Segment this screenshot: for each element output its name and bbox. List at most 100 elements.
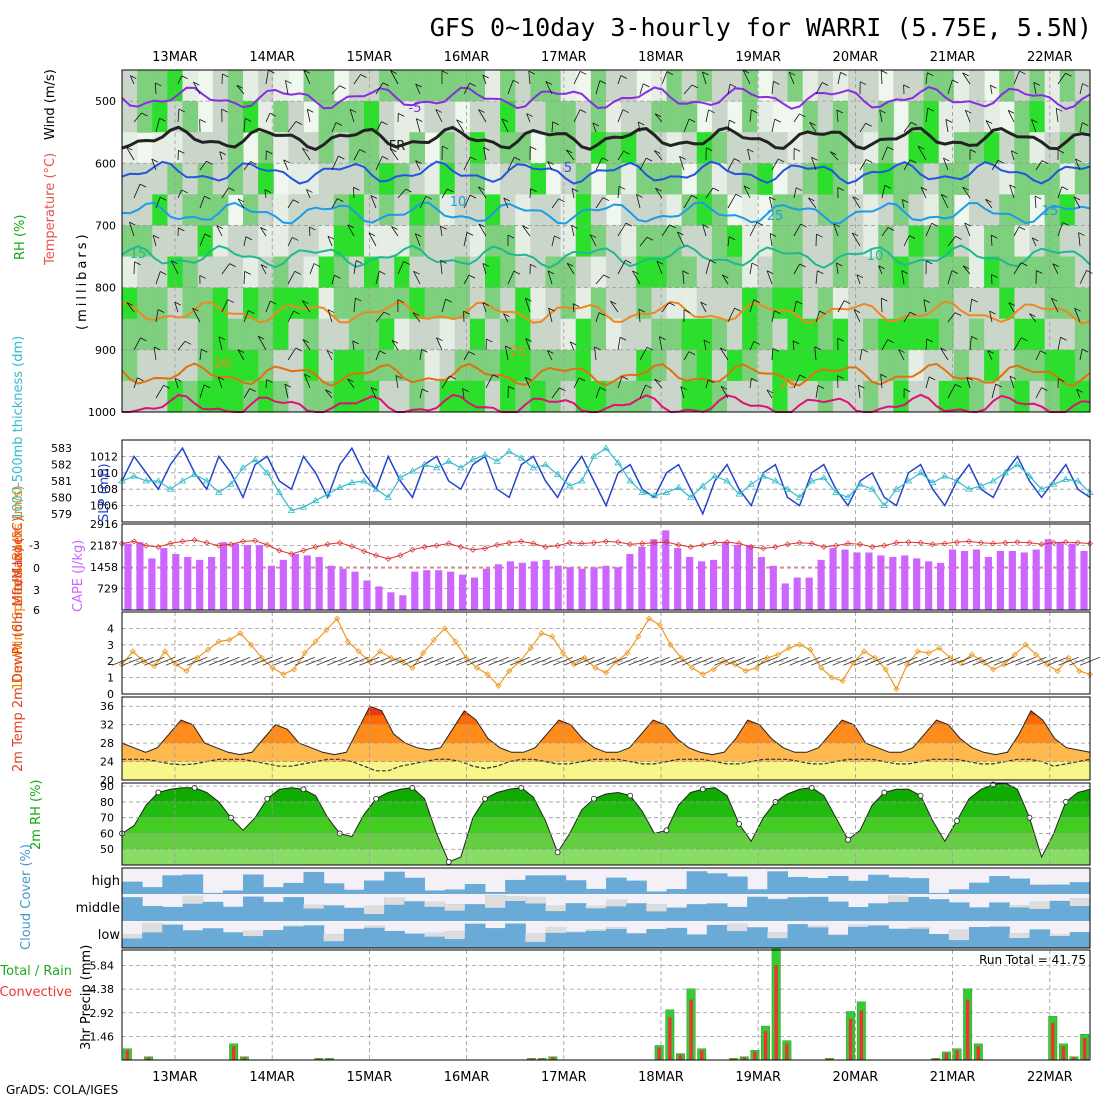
wind-barb <box>507 270 521 285</box>
wind-barb <box>837 187 844 199</box>
li-point <box>191 537 198 543</box>
li-point <box>131 538 138 545</box>
cloud-block <box>505 923 526 948</box>
rh-cell <box>757 287 773 320</box>
rh-cell <box>182 194 199 226</box>
wind-point <box>258 654 265 661</box>
cape-bar <box>435 570 443 610</box>
rh-cell <box>348 163 365 195</box>
rh-cell <box>318 163 335 195</box>
li-point <box>312 544 319 550</box>
rh-cell <box>681 256 698 289</box>
rh-line <box>121 782 1091 863</box>
rh-cell <box>711 349 728 382</box>
cloud-gap <box>767 932 788 939</box>
rh-cell <box>848 194 864 226</box>
wind-barb <box>743 185 751 199</box>
wind-barb <box>368 232 377 247</box>
cloud-level-label: middle <box>76 901 120 916</box>
wind-barb <box>881 185 891 199</box>
rh-cell <box>908 163 925 195</box>
rh-cell <box>666 163 683 195</box>
rh-cell <box>212 70 229 102</box>
wind-barb <box>923 299 930 313</box>
thickness-point <box>747 480 755 487</box>
cape-bar <box>172 553 180 610</box>
rh-band <box>122 849 1090 865</box>
date-label-top: 22MAR <box>1027 50 1073 65</box>
wind-barb <box>617 75 628 85</box>
wind-barb <box>466 656 488 666</box>
cloud-gap <box>585 905 607 909</box>
wind-barb <box>265 150 273 161</box>
li-point <box>167 540 174 547</box>
wind-barb <box>925 107 934 123</box>
pressure-tick-label: 700 <box>95 219 116 232</box>
wind-point <box>635 633 642 640</box>
thickness-tick-label: 581 <box>51 475 72 488</box>
thickness-point <box>916 469 925 476</box>
wind-barb <box>837 337 844 351</box>
wind-barb <box>766 389 774 399</box>
wind-barb <box>617 109 630 123</box>
rh-cell <box>832 225 849 258</box>
rh-cell <box>575 101 592 133</box>
cloud-level-label: low <box>98 928 121 943</box>
rh-cell <box>348 380 365 413</box>
rh-cell <box>832 380 849 413</box>
thickness-point <box>432 464 441 471</box>
cape-bar <box>267 565 275 610</box>
date-label-bottom: 19MAR <box>735 1070 781 1085</box>
rh-cell <box>621 318 637 351</box>
convective-bar <box>827 1058 832 1060</box>
rh-cell <box>288 163 304 195</box>
cloud-block <box>444 889 466 894</box>
rh-cell <box>984 132 1000 164</box>
rh-cell <box>757 225 773 258</box>
wind-barb <box>221 108 228 123</box>
wind-barb <box>925 72 934 85</box>
wind-barb <box>192 81 201 95</box>
rh-cell <box>333 287 350 320</box>
thickness-point <box>686 493 695 500</box>
cloud-gap <box>364 925 385 928</box>
rh-cell <box>182 163 199 195</box>
wind-barb <box>155 271 167 285</box>
rh-cell <box>122 194 138 226</box>
li-point <box>881 542 888 549</box>
cape-bar <box>972 549 981 610</box>
li-point <box>469 546 476 553</box>
wind-barb <box>727 158 741 171</box>
rh-cell <box>969 132 985 164</box>
rh-cell <box>1044 163 1061 195</box>
cloud-gap <box>545 905 567 912</box>
wind-point <box>344 638 351 645</box>
wind-barb <box>413 656 434 666</box>
rh-cell <box>621 349 637 382</box>
rh-point <box>845 836 851 843</box>
wind-barb <box>573 70 587 85</box>
wind-barb <box>945 119 953 133</box>
wind-barb <box>735 656 756 666</box>
rh-tick-label: 90 <box>100 780 114 793</box>
wind-point <box>742 667 749 675</box>
rh-cell <box>1014 380 1030 413</box>
wind-point <box>1065 654 1072 661</box>
wind-barb <box>1009 184 1016 199</box>
wind-barb <box>353 260 363 275</box>
wind-barb <box>821 656 843 666</box>
wind-barb <box>947 236 962 247</box>
cloud-block <box>1029 884 1051 894</box>
wind-barb <box>660 656 681 666</box>
rh-cell <box>681 318 698 351</box>
rh-cell <box>469 256 486 289</box>
thickness-point <box>529 464 538 471</box>
wind-barb <box>901 199 909 209</box>
li-point <box>336 539 343 546</box>
thickness-point <box>275 488 284 495</box>
rh-cell <box>212 318 229 351</box>
date-label-top: 13MAR <box>152 50 198 65</box>
wind-barb <box>749 378 758 389</box>
wind-barb <box>390 70 399 85</box>
wind-barb <box>1073 196 1081 209</box>
